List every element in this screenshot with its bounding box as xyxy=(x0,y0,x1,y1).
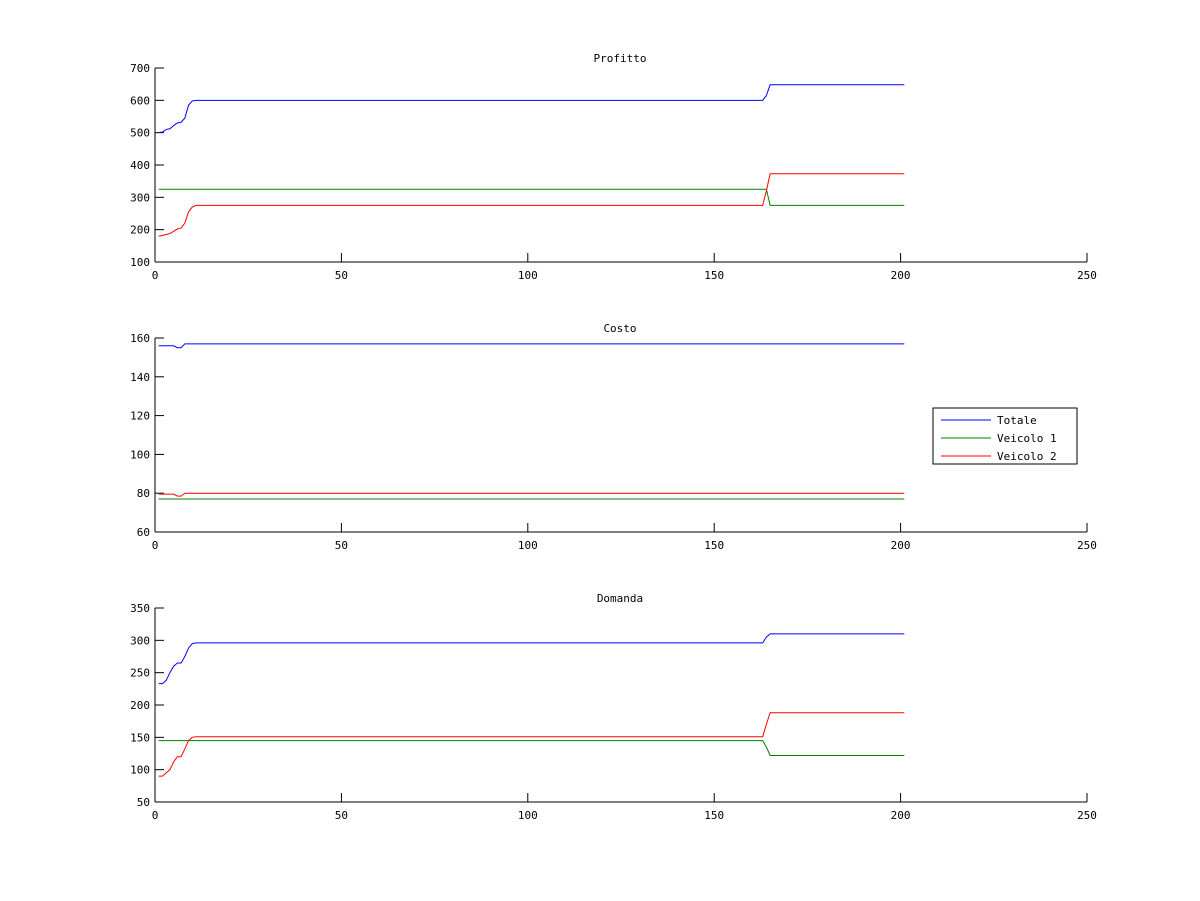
y-tick-label: 50 xyxy=(137,796,150,809)
y-tick-label: 80 xyxy=(137,487,150,500)
x-tick-label: 200 xyxy=(891,539,911,552)
subplot-domanda: Domanda 0 50 100 150 200 25050100150200250300… xyxy=(130,592,1097,822)
subplot-profitto: Profitto 0 50 100 150 200 250 100 200 300 400 500 6… xyxy=(130,52,1097,282)
y-tick-label: 300 xyxy=(130,634,150,647)
legend: Totale Veicolo 1 Veicolo 2 xyxy=(932,407,1078,465)
series-line-veicolo-2 xyxy=(158,173,905,237)
y-tick-label: 100 xyxy=(130,256,150,269)
x-tick-label: 150 xyxy=(704,809,724,822)
x-tick-label: 250 xyxy=(1077,809,1097,822)
x-tick-label: 250 xyxy=(1077,539,1097,552)
y-tick-label: 200 xyxy=(130,699,150,712)
legend-label-veicolo-2: Veicolo 2 xyxy=(997,450,1057,463)
y-tick-label: 160 xyxy=(130,332,150,345)
x-tick-label: 150 xyxy=(704,539,724,552)
series-line-veicolo-2 xyxy=(158,712,905,777)
series-line-totale xyxy=(158,84,905,134)
x-tick-label: 100 xyxy=(518,539,538,552)
y-tick-label: 350 xyxy=(130,602,150,615)
series-line-veicolo-1 xyxy=(158,740,905,756)
y-tick-label: 300 xyxy=(130,191,150,204)
y-tick-label: 400 xyxy=(130,159,150,172)
y-tick-label: 700 xyxy=(130,62,150,75)
x-tick-label: 50 xyxy=(335,539,348,552)
x-tick-label: 250 xyxy=(1077,269,1097,282)
y-tick-label: 140 xyxy=(130,371,150,384)
x-tick-label: 100 xyxy=(518,809,538,822)
series-line-totale xyxy=(158,343,905,349)
x-tick-label: 50 xyxy=(335,809,348,822)
y-tick-label: 100 xyxy=(130,764,150,777)
y-tick-label: 200 xyxy=(130,224,150,237)
y-tick-label: 600 xyxy=(130,94,150,107)
legend-box xyxy=(932,407,1078,465)
x-tick-label: 50 xyxy=(335,269,348,282)
subplot-title: Profitto xyxy=(594,52,647,65)
y-tick-label: 100 xyxy=(130,448,150,461)
y-tick-label: 500 xyxy=(130,127,150,140)
subplot-title: Domanda xyxy=(597,592,643,605)
x-tick-label: 0 xyxy=(152,539,159,552)
x-tick-label: 150 xyxy=(704,269,724,282)
legend-label-veicolo-1: Veicolo 1 xyxy=(997,432,1057,445)
legend-label-totale: Totale xyxy=(997,414,1037,427)
x-tick-label: 200 xyxy=(891,269,911,282)
x-tick-label: 0 xyxy=(152,269,159,282)
series-line-totale xyxy=(158,633,905,685)
series-line-veicolo-2 xyxy=(158,492,905,497)
y-tick-label: 250 xyxy=(130,667,150,680)
x-tick-label: 100 xyxy=(518,269,538,282)
y-tick-label: 60 xyxy=(137,526,150,539)
y-tick-label: 150 xyxy=(130,731,150,744)
subplot-costo: Costo 0 50 100 150 200 250 60 80 100 120 140 160 xyxy=(130,322,1097,552)
y-tick-label: 120 xyxy=(130,410,150,423)
x-tick-label: 200 xyxy=(891,809,911,822)
x-tick-label: 0 xyxy=(152,809,159,822)
subplot-title: Costo xyxy=(603,322,636,335)
